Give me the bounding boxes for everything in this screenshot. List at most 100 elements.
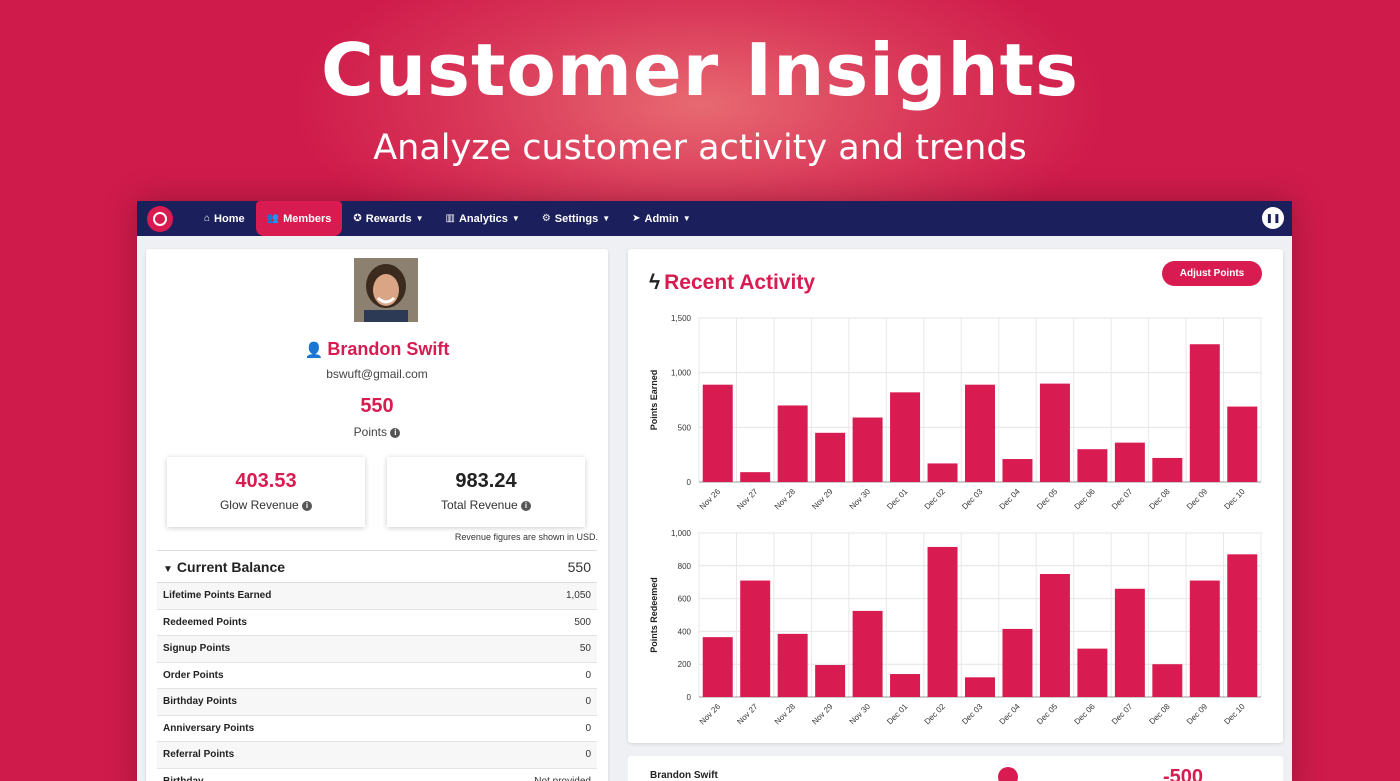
- y-tick-label: 200: [678, 660, 692, 669]
- x-tick-label: Dec 09: [1185, 487, 1210, 512]
- x-tick-label: Nov 29: [810, 702, 835, 727]
- y-tick-label: 0: [687, 693, 692, 702]
- cogs-icon: ⚙: [541, 213, 551, 224]
- nav-item-rewards[interactable]: ✪ Rewards ▼: [342, 201, 434, 236]
- info-icon[interactable]: i: [302, 500, 313, 511]
- glow-revenue-box: 403.53 Glow Revenue i: [167, 457, 365, 527]
- x-tick-label: Dec 01: [885, 487, 910, 512]
- member-name: 👤 Brandon Swift: [146, 339, 608, 360]
- balance-rows: Lifetime Points Earned 1,050 Redeemed Poin…: [157, 583, 597, 781]
- bar: [1114, 442, 1145, 482]
- bar: [965, 384, 995, 482]
- nav-item-label: Admin: [644, 212, 679, 225]
- bar: [777, 405, 808, 482]
- nav-item-label: Analytics: [458, 212, 508, 225]
- x-tick-label: Nov 30: [848, 702, 873, 727]
- bar: [852, 417, 883, 482]
- nav-item-settings[interactable]: ⚙ Settings ▼: [531, 201, 621, 236]
- balance-row: Anniversary Points 0: [157, 716, 597, 742]
- bar: [1039, 383, 1070, 482]
- hero-subtitle: Analyze customer activity and trends: [373, 128, 1027, 168]
- caret-down-icon: ▼: [682, 214, 691, 223]
- points-earned-chart: 0 500 1,000 1,500 Nov 26 Nov 27 Nov 28 Nov 29 No…: [649, 314, 1262, 512]
- balance-row: Lifetime Points Earned 1,050: [157, 583, 597, 610]
- x-tick-label: Dec 09: [1185, 702, 1210, 727]
- nav-menu: ⌂ Home 👥 Members ✪ Rewards ▼ ▥ Analytics ▼ ⚙ Settin…: [193, 201, 702, 236]
- balance-row-value: 0: [585, 669, 591, 681]
- nav-item-label: Settings: [554, 212, 599, 225]
- x-tick-label: Dec 10: [1222, 487, 1247, 512]
- info-icon[interactable]: i: [521, 500, 532, 511]
- y-tick-label: 600: [678, 595, 692, 604]
- balance-value: 550: [567, 558, 591, 575]
- y-axis-label: Points Earned: [649, 370, 659, 431]
- x-tick-label: Dec 01: [885, 702, 910, 727]
- x-tick-label: Dec 03: [960, 487, 985, 512]
- balance-row-label: Referral Points: [163, 749, 235, 761]
- bar: [1189, 580, 1220, 697]
- x-tick-label: Dec 07: [1110, 702, 1135, 727]
- avatar: [354, 258, 418, 322]
- bar: [1189, 344, 1220, 482]
- x-tick-label: Nov 29: [810, 487, 835, 512]
- bar: [890, 392, 921, 482]
- x-tick-label: Dec 07: [1110, 487, 1135, 512]
- y-axis-label: Points Redeemed: [649, 577, 659, 653]
- brand-logo-icon[interactable]: [147, 205, 173, 232]
- pause-icon[interactable]: ❚❚: [1262, 207, 1284, 229]
- balance-header[interactable]: ▼ Current Balance 550: [157, 550, 597, 583]
- adjust-points-button[interactable]: Adjust Points: [1162, 261, 1262, 286]
- bar: [740, 472, 771, 482]
- y-tick-label: 500: [678, 423, 692, 432]
- x-tick-label: Dec 04: [998, 702, 1023, 727]
- info-icon[interactable]: i: [390, 427, 401, 438]
- bar: [740, 580, 771, 697]
- nav-item-members[interactable]: 👥 Members: [255, 201, 343, 236]
- nav-item-analytics[interactable]: ▥ Analytics ▼: [435, 201, 531, 236]
- y-tick-label: 800: [678, 562, 692, 571]
- points-redeemed-chart: 0 200 400 600 800 1,000 Nov 26 Nov 27 Nov 28 Nov …: [649, 529, 1262, 727]
- balance-row-value: 0: [585, 749, 591, 761]
- balance-row-value: Not provided: [534, 776, 591, 781]
- transaction-card: Brandon Swift -500: [628, 756, 1283, 781]
- rocket-icon: ➤: [632, 213, 641, 224]
- balance-row: Order Points 0: [157, 663, 597, 689]
- x-tick-label: Dec 02: [923, 487, 948, 512]
- total-revenue-label: Total Revenue i: [387, 498, 585, 512]
- bar: [1039, 574, 1070, 697]
- bar: [702, 637, 733, 697]
- x-tick-label: Nov 30: [848, 487, 873, 512]
- balance-row-value: 50: [579, 643, 591, 655]
- y-tick-label: 0: [687, 478, 692, 487]
- x-tick-label: Dec 04: [998, 487, 1023, 512]
- recent-activity-title-text: Recent Activity: [664, 271, 816, 294]
- points-label: Points i: [146, 425, 608, 439]
- glow-revenue-label-text: Glow Revenue: [219, 498, 299, 512]
- balance-row-label: Lifetime Points Earned: [163, 590, 272, 602]
- revenue-note: Revenue figures are shown in USD.: [454, 532, 598, 542]
- x-tick-label: Nov 26: [698, 702, 723, 727]
- y-tick-label: 1,500: [671, 314, 692, 323]
- bar: [777, 633, 808, 697]
- nav-item-home[interactable]: ⌂ Home: [193, 201, 256, 236]
- total-revenue-value: 983.24: [455, 470, 517, 492]
- x-tick-label: Nov 27: [735, 487, 760, 512]
- x-tick-label: Dec 05: [1035, 702, 1060, 727]
- nav-item-admin[interactable]: ➤ Admin ▼: [621, 201, 702, 236]
- balance-title-text: Current Balance: [176, 558, 286, 575]
- bar: [890, 674, 921, 697]
- balance-row-label: Order Points: [163, 669, 224, 681]
- transaction-value: -500: [1163, 766, 1204, 781]
- bar: [1152, 457, 1183, 482]
- bar: [815, 432, 846, 482]
- bar: [1077, 648, 1108, 697]
- balance-row-label: Birthday: [163, 776, 204, 781]
- brand-logo-icon: [998, 767, 1018, 781]
- points-value: 550: [360, 395, 394, 417]
- users-icon: 👥: [266, 213, 280, 224]
- x-tick-label: Nov 27: [735, 702, 760, 727]
- bar-chart-icon: ▥: [445, 213, 455, 224]
- transaction-member-name: Brandon Swift: [650, 770, 718, 781]
- x-tick-label: Nov 28: [773, 487, 798, 512]
- bar: [702, 384, 733, 482]
